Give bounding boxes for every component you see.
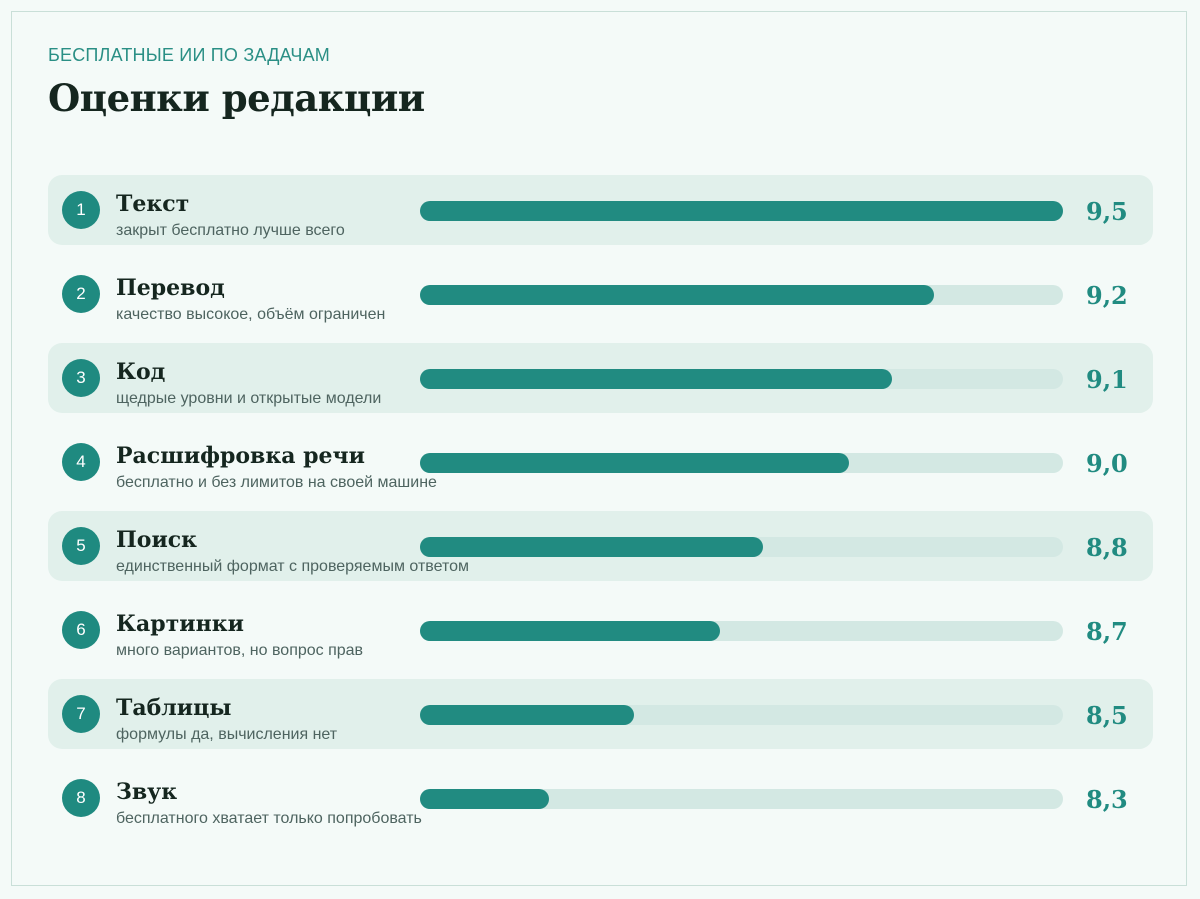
bar-fill [420,621,720,641]
rank-badge: 6 [62,611,100,649]
chart-kicker: БЕСПЛАТНЫЕ ИИ ПО ЗАДАЧАМ [48,45,330,65]
bar-track [420,789,1063,809]
category-label: Код [116,359,166,385]
rank-badge: 4 [62,443,100,481]
score-value: 8,7 [1086,617,1128,646]
category-description: закрыт бесплатно лучше всего [116,222,345,239]
chart-title: Оценки редакции [48,76,425,120]
score-value: 9,5 [1086,197,1128,226]
bar-fill [420,705,634,725]
bar-fill [420,201,1063,221]
score-row: 4 Расшифровка речи бесплатно и без лимитов… [48,427,1153,497]
bar-fill [420,789,549,809]
score-row: 8 Звук бесплатного хватает только попробов… [48,763,1153,833]
category-label: Текст [116,191,190,217]
bar-track [420,621,1063,641]
score-list: 1 Текст закрыт бесплатно лучше всего 9,5 2 Пе… [48,175,1153,847]
category-description: бесплатно и без лимитов на своей машине [116,474,437,491]
rank-badge: 1 [62,191,100,229]
category-label: Поиск [116,527,198,553]
category-description: формулы да, вычисления нет [116,726,338,743]
rank-badge: 8 [62,779,100,817]
bar-track [420,705,1063,725]
category-description: много вариантов, но вопрос прав [116,642,364,659]
score-row: 5 Поиск единственный формат с проверяемым … [48,511,1153,581]
rank-badge: 5 [62,527,100,565]
score-row: 3 Код щедрые уровни и открытые модели 9,1 [48,343,1153,413]
bar-fill [420,453,849,473]
score-row: 1 Текст закрыт бесплатно лучше всего 9,5 [48,175,1153,245]
category-description: щедрые уровни и открытые модели [116,390,382,407]
score-value: 9,2 [1086,281,1128,310]
bar-track [420,369,1063,389]
bar-fill [420,285,934,305]
category-description: бесплатного хватает только попробовать [116,810,422,827]
category-description: качество высокое, объём ограничен [116,306,386,323]
score-value: 8,5 [1086,701,1128,730]
category-label: Таблицы [116,695,232,721]
bar-fill [420,369,892,389]
bar-track [420,201,1063,221]
bar-track [420,537,1063,557]
rank-badge: 7 [62,695,100,733]
score-value: 9,1 [1086,365,1128,394]
bar-fill [420,537,763,557]
bar-track [420,453,1063,473]
category-label: Расшифровка речи [116,443,365,469]
score-value: 8,3 [1086,785,1128,814]
rank-badge: 3 [62,359,100,397]
category-description: единственный формат с проверяемым ответо… [116,558,469,575]
bar-track [420,285,1063,305]
category-label: Перевод [116,275,225,301]
score-value: 9,0 [1086,449,1128,478]
score-row: 2 Перевод качество высокое, объём ограниче… [48,259,1153,329]
rank-badge: 2 [62,275,100,313]
category-label: Картинки [116,611,244,637]
score-row: 7 Таблицы формулы да, вычисления нет 8,5 [48,679,1153,749]
score-row: 6 Картинки много вариантов, но вопрос прав… [48,595,1153,665]
score-value: 8,8 [1086,533,1128,562]
category-label: Звук [116,779,178,805]
